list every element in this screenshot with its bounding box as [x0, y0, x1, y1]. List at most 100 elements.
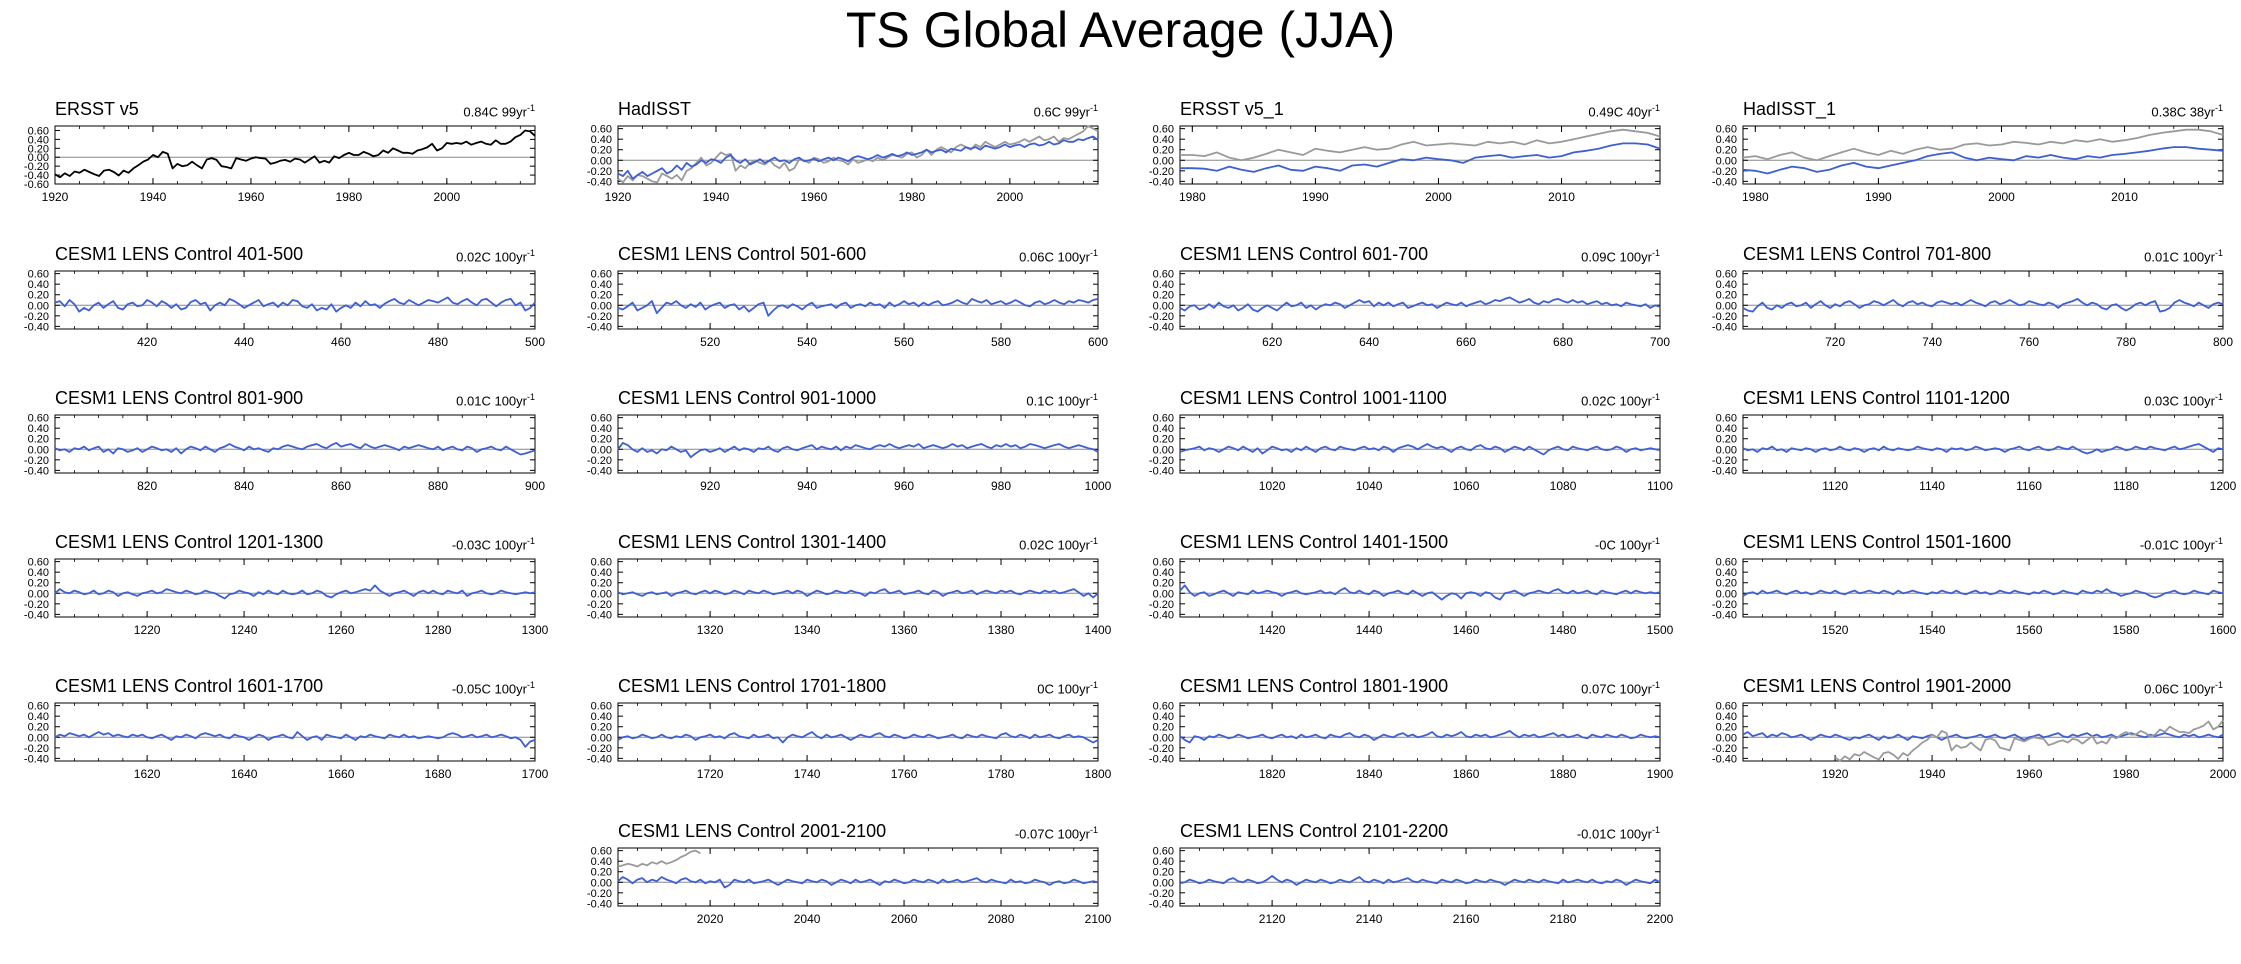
axes-frame — [617, 414, 1099, 474]
trend-exponent: -1 — [1651, 825, 1660, 835]
trend-value: 0.38C 38yr — [2151, 104, 2215, 120]
x-tick-label: 1140 — [1919, 479, 1945, 493]
axes-frame — [54, 414, 536, 474]
y-tick-label: -0.20 — [587, 166, 612, 178]
x-tick-label: 1990 — [1302, 190, 1329, 204]
y-tick-label: 0.60 — [1153, 846, 1174, 858]
y-tick-label: 0.00 — [1716, 300, 1737, 312]
plot-area: 0.600.400.200.00-0.20-0.40 1720 1740 1760 17… — [587, 701, 1112, 781]
x-tick-label: 1600 — [2210, 623, 2237, 637]
panel-title: CESM1 LENS Control 1201-1300 — [55, 532, 324, 552]
axes-frame — [1742, 125, 2224, 185]
y-tick-label: 0.60 — [591, 701, 612, 713]
axes-frame — [1742, 270, 2224, 330]
panel-title: CESM1 LENS Control 1301-1400 — [618, 532, 887, 552]
x-tick-label: 2080 — [988, 912, 1015, 926]
x-tick-label: 2200 — [1647, 912, 1674, 926]
y-tick-label: 0.60 — [591, 269, 612, 281]
panel-trend-label: 0.03C 100yr-1 — [2063, 388, 2223, 410]
x-tick-label: 1740 — [794, 767, 821, 781]
y-tick-label: 0.40 — [591, 423, 612, 435]
x-tick-label: 740 — [1922, 335, 1942, 349]
y-tick-label: -0.40 — [1712, 321, 1737, 333]
y-tick-label: 0.40 — [1716, 567, 1737, 579]
y-tick-label: 0.00 — [591, 732, 612, 744]
chart-panel: CESM1 LENS Control 2001-2100 -0.07C 100yr… — [587, 821, 1174, 931]
panel-trend-label: -0.01C 100yr-1 — [2063, 532, 2223, 554]
trend-exponent: -1 — [526, 392, 535, 402]
x-tick-label: 1280 — [425, 623, 452, 637]
y-tick-label: 0.40 — [1153, 423, 1174, 435]
y-tick-label: -0.20 — [1712, 455, 1737, 467]
plot-area: 0.600.400.200.00-0.20-0.40 2120 2140 2160 21… — [1149, 846, 1674, 926]
chart-panel: CESM1 LENS Control 901-1000 0.1C 100yr-1 0… — [587, 388, 1174, 498]
panel-trend-label: 0.02C 100yr-1 — [1500, 388, 1660, 410]
panel-trend-label: -0.07C 100yr-1 — [938, 821, 1098, 843]
x-tick-label: 1240 — [231, 623, 258, 637]
y-tick-label: 0.40 — [1153, 134, 1174, 146]
trend-value: -0C 100yr — [1594, 537, 1652, 553]
x-tick-label: 420 — [137, 335, 157, 349]
x-tick-label: 700 — [1650, 335, 1670, 349]
y-tick-label: 0.20 — [28, 143, 49, 155]
x-tick-label: 780 — [2116, 335, 2136, 349]
y-tick-label: 0.20 — [1153, 145, 1174, 157]
plot-area: 0.600.400.200.00-0.20-0.40 620 640 660 680 70… — [1149, 269, 1670, 349]
series-line-cesm1-lens — [617, 731, 1099, 744]
x-tick-label: 1880 — [1550, 767, 1577, 781]
y-tick-label: 0.40 — [28, 567, 49, 579]
panel-trend-label: 0.09C 100yr-1 — [1500, 244, 1660, 266]
y-tick-label: -0.20 — [587, 599, 612, 611]
y-tick-label: 0.20 — [28, 578, 49, 590]
chart-panel: CESM1 LENS Control 1701-1800 0C 100yr-1 0.… — [587, 676, 1174, 786]
y-tick-label: 0.20 — [1716, 578, 1737, 590]
x-tick-label: 2140 — [1356, 912, 1383, 926]
chart-panel: ERSST v5 0.84C 99yr-1 0.60 0.40 0.20 0.00 -0.2… — [24, 99, 611, 209]
y-tick-label: -0.40 — [1712, 753, 1737, 765]
y-tick-label: 0.20 — [1153, 434, 1174, 446]
series-line-cesm1-lens — [54, 442, 536, 456]
y-tick-label: 0.00 — [591, 300, 612, 312]
y-tick-label: 0.40 — [28, 134, 49, 146]
x-tick-label: 1080 — [1550, 479, 1577, 493]
y-tick-label: -0.20 — [24, 743, 49, 755]
axes-frame — [54, 125, 536, 185]
trend-value: 0.02C 100yr — [1019, 537, 1090, 553]
y-tick-label: -0.20 — [1149, 166, 1174, 178]
axes-frame — [1742, 558, 2224, 618]
series-line-cesm1-lens — [1742, 443, 2224, 455]
trend-value: -0.05C 100yr — [451, 681, 527, 697]
x-tick-label: 1960 — [2016, 767, 2043, 781]
y-tick-label: 0.60 — [1716, 269, 1737, 281]
y-tick-label: -0.20 — [1712, 743, 1737, 755]
chart-panel: CESM1 LENS Control 601-700 0.09C 100yr-1 0… — [1149, 244, 1736, 354]
panel-trend-label: 0.1C 100yr-1 — [938, 388, 1098, 410]
y-tick-label: 0.40 — [1716, 279, 1737, 291]
x-tick-label: 1920 — [605, 190, 632, 204]
x-tick-label: 1460 — [1453, 623, 1480, 637]
plot-area: 0.600.400.200.00-0.20-0.40 1420 1440 1460 14… — [1149, 557, 1674, 637]
x-tick-label: 1580 — [2113, 623, 2140, 637]
y-tick-label: -0.40 — [1712, 465, 1737, 477]
y-tick-label: -0.40 — [587, 609, 612, 621]
x-tick-label: 1420 — [1259, 623, 1286, 637]
plot-area: 0.600.400.200.00-0.20-0.40 720 740 760 780 80… — [1712, 269, 2233, 349]
y-tick-label: -0.40 — [587, 898, 612, 910]
x-tick-label: 1760 — [891, 767, 918, 781]
series-line-cesm1-lens — [617, 298, 1099, 317]
chart-panel: CESM1 LENS Control 1401-1500 -0C 100yr-1 0… — [1149, 532, 1736, 642]
y-tick-label: -0.20 — [24, 599, 49, 611]
y-tick-label: 0.60 — [28, 269, 49, 281]
plot-area: 0.600.400.200.00-0.20-0.40 1220 1240 1260 12… — [24, 557, 549, 637]
x-tick-label: 980 — [991, 479, 1011, 493]
y-tick-label: 0.60 — [28, 557, 49, 569]
plot-area: 0.600.400.200.00-0.20-0.40 920 940 960 980 10… — [587, 413, 1112, 493]
y-tick-label: 0.60 — [28, 701, 49, 713]
x-tick-label: 1780 — [988, 767, 1015, 781]
x-tick-label: 2020 — [697, 912, 724, 926]
y-tick-label: -0.20 — [1149, 888, 1174, 900]
chart-panel: CESM1 LENS Control 1501-1600 -0.01C 100yr… — [1712, 532, 2241, 642]
y-tick-label: 0.00 — [591, 877, 612, 889]
y-tick-label: -0.20 — [24, 455, 49, 467]
x-tick-label: 800 — [2213, 335, 2233, 349]
